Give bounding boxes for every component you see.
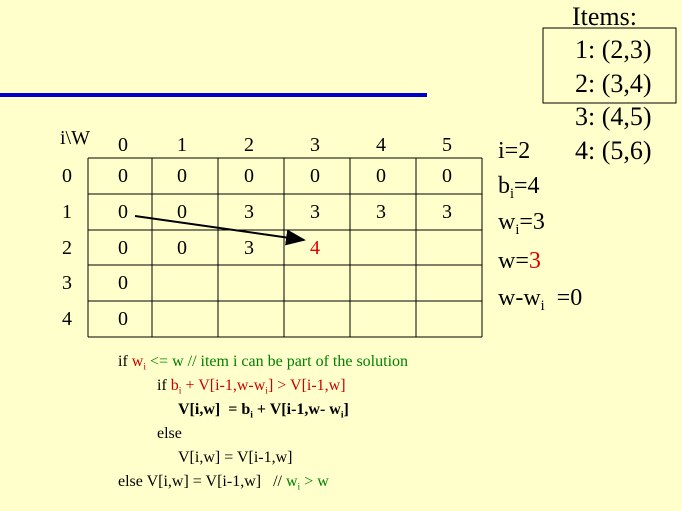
item: 2: (3,4) — [575, 68, 652, 98]
text-run: ] — [343, 401, 349, 418]
variable: wi=3 — [498, 210, 545, 237]
variable: bi=4 — [498, 174, 540, 201]
item: 3: (4,5) — [575, 102, 652, 131]
text-run: if — [118, 353, 132, 370]
text-run: =0 — [544, 285, 583, 311]
code-line: if bi + V[i-1,w-wi] > V[i-1,w] — [157, 378, 346, 396]
row-label: 2 — [62, 237, 72, 259]
subscript: i — [297, 481, 301, 493]
cell: 0 — [442, 165, 452, 187]
cell: 3 — [244, 237, 254, 259]
items-box — [542, 27, 677, 104]
cell: 3 — [310, 201, 320, 223]
code-line: if wi <= w // item i can be part of the … — [118, 354, 408, 372]
code-line: V[i,w] = bi + V[i-1,w- wi] — [178, 402, 349, 420]
text-run: V[i,w] = V[i-1,w] — [178, 449, 293, 466]
column-header: 5 — [442, 134, 452, 156]
cell: 0 — [376, 165, 386, 187]
text-run: + V[i-1,w- w — [252, 401, 341, 418]
cell: 0 — [118, 272, 128, 294]
subscript: i — [515, 222, 520, 239]
cell: 3 — [442, 201, 452, 223]
row-label: 4 — [62, 308, 72, 330]
row-label: 1 — [62, 201, 72, 223]
text-run: > w — [300, 473, 329, 490]
column-header: 2 — [244, 134, 254, 156]
text-run: 3 — [528, 248, 541, 274]
subscript: i — [510, 186, 514, 203]
cell: 0 — [177, 237, 187, 259]
row-label: 0 — [62, 165, 72, 187]
subscript: i — [265, 385, 268, 397]
cell: 0 — [310, 165, 320, 187]
code-line: else — [157, 426, 182, 442]
variable: i=2 — [498, 139, 530, 163]
variable: w=3 — [498, 249, 541, 273]
cell: 0 — [244, 165, 254, 187]
text-run: w — [498, 209, 516, 235]
column-header: 1 — [177, 134, 187, 156]
text-run: if — [157, 377, 171, 394]
cell: 3 — [376, 201, 386, 223]
cell: 4 — [310, 237, 320, 259]
text-run: =3 — [519, 209, 545, 235]
cell: 0 — [177, 165, 187, 187]
items-title: Items: — [572, 2, 637, 31]
text-run: else — [157, 425, 182, 442]
cell: 3 — [244, 201, 254, 223]
text-run: + V[i-1,w-w — [181, 377, 266, 394]
text-run: b — [498, 173, 510, 199]
subscript: i — [143, 361, 147, 373]
subscript: i — [178, 385, 182, 397]
text-run: else V[i,w] = V[i-1,w] // — [118, 473, 286, 490]
arrow — [134, 215, 306, 246]
text-run: V[i,w] = b — [178, 401, 251, 418]
variable: w-wi =0 — [498, 286, 582, 313]
subscript: i — [250, 409, 253, 421]
cell: 0 — [177, 201, 187, 223]
code-line: else V[i,w] = V[i-1,w] // wi > w — [118, 474, 329, 492]
item: 1: (2,3) — [575, 35, 652, 64]
subscript: i — [540, 298, 545, 315]
cell: 0 — [118, 201, 128, 223]
row-label: 3 — [62, 272, 72, 294]
column-header: 3 — [310, 134, 320, 156]
text-run: w-w — [498, 285, 541, 311]
column-header: 0 — [118, 134, 128, 156]
text-run: =4 — [514, 173, 540, 199]
text-run: b — [170, 377, 179, 394]
text-run: ] > V[i-1,w] — [267, 377, 346, 394]
text-run: w — [285, 473, 298, 490]
text-run: w= — [498, 248, 529, 274]
cell: 0 — [118, 165, 128, 187]
table-corner: i\W — [60, 127, 90, 149]
column-header: 4 — [376, 134, 386, 156]
item: 4: (5,6) — [575, 135, 652, 165]
text-run: i=2 — [498, 138, 531, 164]
subscript: i — [340, 409, 344, 421]
cell: 0 — [118, 308, 128, 330]
table-grid — [87, 157, 483, 338]
text-run: <= w // item i can be part of the soluti… — [146, 353, 409, 370]
text-run: w — [131, 353, 144, 370]
cell: 0 — [118, 237, 128, 259]
code-line: V[i,w] = V[i-1,w] — [178, 450, 292, 466]
